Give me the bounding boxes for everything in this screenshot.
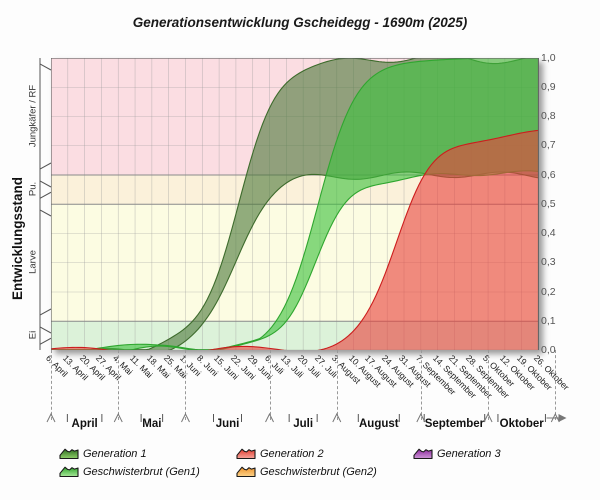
svg-text:Juli: Juli [293,418,313,430]
svg-text:Mai: Mai [142,418,161,430]
svg-text:August: August [359,418,399,430]
svg-text:April: April [72,418,98,430]
svg-text:Juni: Juni [216,418,240,430]
svg-text:September: September [425,418,485,430]
svg-text:Oktober: Oktober [500,418,545,430]
